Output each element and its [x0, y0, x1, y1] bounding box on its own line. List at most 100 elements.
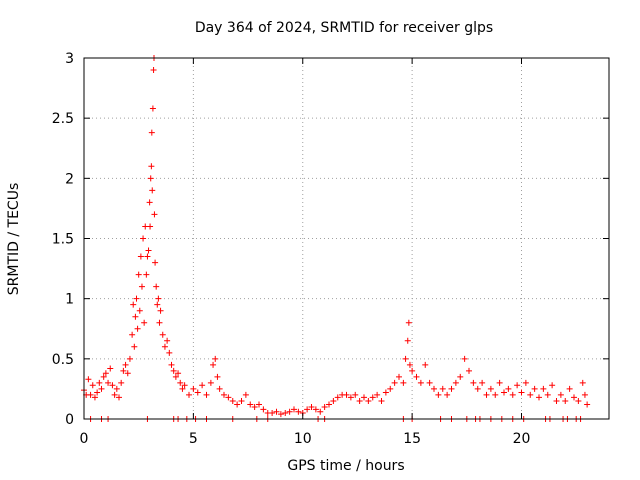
data-point [509, 391, 516, 398]
data-point [387, 385, 394, 392]
x-tick-label: 15 [403, 431, 421, 447]
data-point [203, 391, 210, 398]
data-point [457, 373, 464, 380]
data-point [168, 361, 175, 368]
data-point [148, 129, 155, 136]
data-point [161, 343, 168, 350]
data-point [400, 379, 407, 386]
data-point [107, 365, 114, 372]
data-point [269, 409, 276, 416]
data-point [409, 367, 416, 374]
data-point [282, 409, 289, 416]
data-point [527, 391, 534, 398]
data-point [579, 379, 586, 386]
data-point [126, 355, 133, 362]
data-point [134, 325, 141, 332]
data-point [150, 67, 157, 74]
data-point [352, 391, 359, 398]
y-axis-label: SRMTID / TECUs [6, 183, 22, 296]
data-point [461, 355, 468, 362]
axis-ticks: 0 0.5 1 1.5 2 2.5 3 0 5 10 15 20 [52, 51, 609, 447]
data-point [190, 385, 197, 392]
data-point [435, 391, 442, 398]
data-point [214, 373, 221, 380]
data-point [131, 343, 138, 350]
data-point [291, 406, 297, 413]
data-point [179, 385, 186, 392]
data-point [229, 397, 236, 404]
data-point [474, 385, 481, 392]
data-point [431, 385, 437, 392]
data-point [334, 394, 341, 401]
data-point [242, 391, 249, 398]
data-point [492, 391, 499, 398]
data-point [109, 382, 116, 389]
data-point [89, 382, 96, 389]
data-point [154, 301, 161, 308]
data-point [238, 397, 245, 404]
x-tick-label: 10 [294, 431, 312, 447]
data-point [391, 379, 398, 386]
data-point [404, 337, 411, 344]
data-point [369, 394, 376, 401]
data-point [210, 361, 217, 368]
data-point [347, 394, 354, 401]
data-point [135, 271, 142, 278]
y-tick-label: 1 [65, 292, 74, 308]
data-point [505, 385, 512, 392]
data-point [518, 389, 525, 396]
data-point [251, 403, 258, 410]
data-point [166, 349, 173, 356]
data-point [132, 313, 139, 320]
y-tick-label: 3 [65, 51, 74, 67]
data-point [581, 391, 588, 398]
data-point [378, 397, 385, 404]
data-point [343, 391, 350, 398]
data-point [531, 385, 538, 392]
data-point [225, 394, 232, 401]
data-point [317, 408, 324, 415]
data-point [164, 337, 171, 344]
data-point [406, 361, 413, 368]
data-point [146, 199, 153, 206]
data-point [417, 379, 424, 386]
data-point [87, 391, 94, 398]
plot-frame [83, 57, 610, 420]
data-point [153, 283, 160, 290]
data-point [118, 379, 125, 386]
data-point [120, 367, 127, 374]
data-point [312, 406, 319, 413]
data-point [138, 283, 145, 290]
x-tick-label: 20 [513, 431, 531, 447]
data-point [129, 331, 136, 338]
data-point [148, 163, 155, 170]
data-point [566, 385, 573, 392]
data-point [522, 379, 529, 386]
data-point [405, 319, 412, 326]
data-point [149, 105, 156, 112]
data-point [102, 370, 109, 377]
data-point [111, 391, 118, 398]
data-point [100, 373, 107, 380]
data-point [540, 385, 547, 392]
data-point [247, 401, 254, 408]
data-point [221, 391, 227, 398]
data-point [422, 361, 429, 368]
data-point [199, 382, 206, 389]
data-point [374, 391, 381, 398]
data-point [137, 253, 144, 260]
data-point [156, 319, 163, 326]
data-point [170, 367, 177, 374]
data-point [444, 391, 451, 398]
data-point [365, 397, 372, 404]
data-point [98, 385, 105, 392]
data-point [212, 355, 219, 362]
x-tick-label: 5 [189, 431, 198, 447]
data-point [143, 271, 150, 278]
data-point [207, 379, 214, 386]
data-point [439, 385, 446, 392]
data-point [177, 379, 184, 386]
y-tick-label: 0 [65, 412, 74, 428]
data-point [501, 389, 507, 396]
data-point [145, 247, 152, 254]
